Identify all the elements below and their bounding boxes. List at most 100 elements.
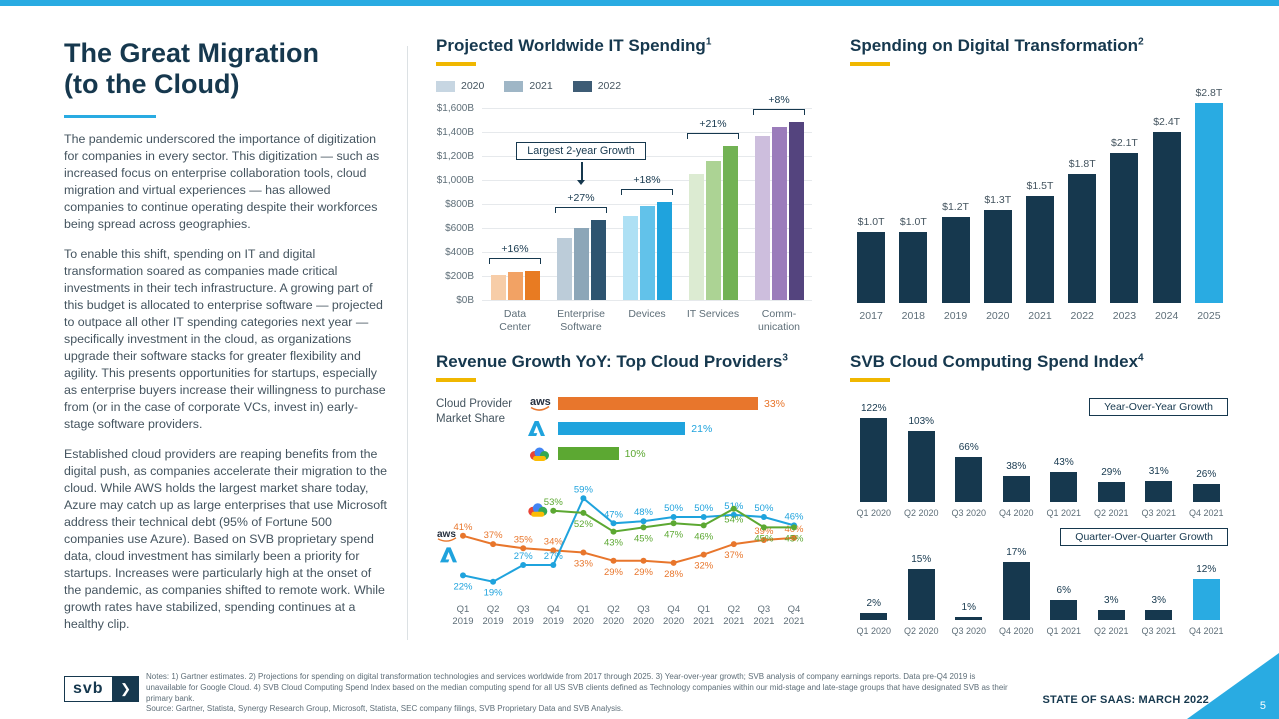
bar-value-label: $1.5T	[1026, 179, 1054, 192]
data-point-label: 27%	[514, 551, 534, 562]
chart-plot-area: $1.0T 2017 $1.0T 2018 $1.2T 2019 $1.3T 2020 $1.5…	[850, 82, 1230, 334]
legend-swatch	[436, 80, 455, 92]
x-axis-label: Q3 2020	[951, 508, 987, 518]
svg-text:aws: aws	[530, 396, 551, 408]
data-point	[760, 537, 767, 543]
page-number: 5	[1259, 700, 1266, 712]
data-point	[730, 511, 737, 518]
data-point	[580, 495, 587, 502]
data-point-label: 59%	[574, 484, 594, 495]
data-point-label: 35%	[514, 534, 534, 545]
market-share-value: 33%	[764, 397, 786, 410]
x-axis-label: 2023	[1112, 310, 1137, 322]
data-point-label: 46%	[784, 511, 804, 522]
data-point	[550, 562, 557, 568]
chart-legend: 2020 2021 2022	[436, 80, 812, 92]
line-AWS	[462, 534, 795, 564]
bar-value-label: $2.1T	[1111, 137, 1138, 149]
title-underline	[436, 378, 476, 382]
data-point	[550, 507, 557, 514]
x-axis-label-line: Enterprise	[557, 308, 605, 320]
x-axis-label: Enterprise Software	[548, 308, 614, 334]
data-point-label: 29%	[634, 567, 654, 578]
bar-Q1 2020	[860, 613, 888, 620]
y-axis-tick-label: $1,200B	[436, 151, 474, 162]
bar-Q4 2020	[1002, 475, 1030, 502]
chart-title-text: Projected Worldwide IT Spending	[436, 36, 706, 55]
x-axis-label-line: Devices	[628, 308, 666, 320]
chart-title: Projected Worldwide IT Spending1	[436, 36, 812, 56]
legend-item: 2022	[572, 80, 621, 92]
data-point-label: 52%	[574, 519, 594, 530]
market-share-bar	[558, 397, 758, 410]
data-point	[550, 547, 557, 554]
data-point-label: 37%	[484, 530, 504, 541]
bar-2023	[1110, 153, 1139, 303]
growth-bracket	[621, 188, 673, 195]
chart-title-superscript: 4	[1138, 352, 1144, 364]
data-point	[460, 572, 466, 579]
x-axis-label: 2022	[1070, 310, 1094, 322]
market-share-label-line1: Cloud Provider	[436, 398, 513, 410]
bar-value-label: $2.4T	[1153, 115, 1181, 128]
azure-icon	[528, 421, 545, 436]
growth-label: +8%	[768, 94, 790, 107]
annotation-box: Largest 2-year Growth	[516, 142, 646, 160]
x-axis-label-year: 2021	[723, 616, 744, 627]
market-share-label: Cloud Provider Market Share	[436, 396, 528, 461]
chart-title: Revenue Growth YoY: Top Cloud Providers3	[436, 352, 812, 372]
x-axis-label: 2020	[986, 310, 1010, 322]
bar-Q4 2020	[1002, 562, 1030, 620]
x-axis-label-line: Center	[499, 321, 531, 334]
title-underline	[850, 378, 890, 382]
x-axis-label: 2019	[943, 310, 968, 322]
x-axis-label: Q1 2021	[1046, 508, 1082, 518]
x-axis-label: Q3 2020	[951, 626, 987, 636]
chart-title-superscript: 3	[782, 352, 788, 364]
bar-value-label: $1.0T	[899, 215, 927, 228]
x-axis-label: Q1	[457, 604, 470, 615]
x-axis-label: Devices	[614, 308, 680, 321]
report-title: STATE OF SAAS: MARCH 2022	[1042, 694, 1209, 706]
legend-swatch	[572, 80, 592, 92]
x-axis-label: Q4 2021	[1188, 626, 1224, 636]
bar-Q2 2021	[1097, 482, 1125, 502]
bar-value-label: 12%	[1196, 564, 1217, 576]
market-share-icon-cell	[528, 421, 558, 436]
x-axis-label-year: 2020	[573, 616, 594, 627]
bar-value-label: 3%	[1104, 594, 1119, 606]
data-point-label: 28%	[664, 569, 684, 580]
x-axis-label: Q2 2020	[903, 626, 939, 636]
bar-Q4 2021	[1192, 579, 1220, 620]
chart-title: Spending on Digital Transformation2	[850, 36, 1230, 56]
annotation-arrow-line	[581, 162, 583, 180]
x-axis-label: Q3	[517, 604, 530, 615]
bar-2021	[639, 206, 655, 300]
data-point-label: 46%	[694, 531, 714, 542]
x-axis-label-year: 2020	[663, 616, 684, 627]
data-point	[460, 532, 466, 539]
bar-value-label: 3%	[1151, 594, 1166, 606]
bar-2020	[983, 210, 1012, 303]
bar-2025	[1194, 103, 1223, 303]
data-point-label: 41%	[453, 522, 473, 533]
market-share-icon-cell	[528, 446, 558, 462]
data-point	[610, 520, 617, 527]
legend-label: 2021	[529, 80, 553, 92]
data-point	[640, 518, 647, 525]
market-share-block: Cloud Provider Market Share aws 33% 21% 10%	[436, 396, 812, 461]
data-point	[730, 505, 737, 512]
bar-value-label: 2%	[866, 598, 881, 610]
data-point-label: 29%	[604, 567, 624, 578]
data-point-label: 19%	[484, 588, 504, 599]
bar-2024	[1152, 131, 1181, 303]
annotation-arrow-head-icon	[577, 180, 585, 185]
bar-Q1 2021	[1050, 472, 1078, 502]
x-axis-label: Q1 2020	[856, 626, 892, 636]
bar-value-label: 38%	[1006, 460, 1027, 472]
x-axis-label-line: IT Services	[686, 308, 740, 320]
x-axis-label: Q4 2020	[998, 626, 1034, 636]
intro-paragraph-3: Established cloud providers are reaping …	[64, 446, 388, 631]
data-point-label: 45%	[784, 533, 804, 544]
data-point	[791, 534, 797, 541]
